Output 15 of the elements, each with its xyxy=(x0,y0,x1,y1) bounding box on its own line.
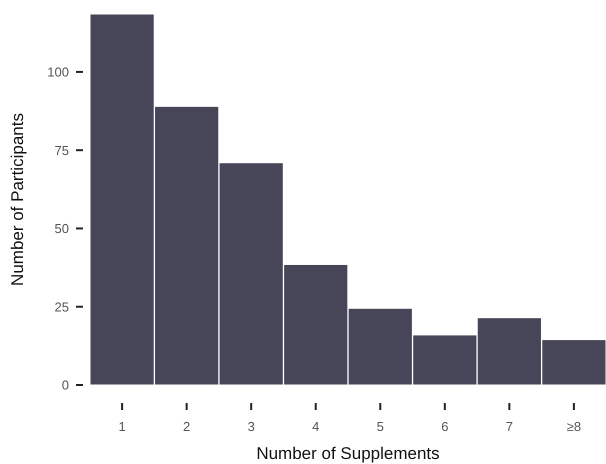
y-axis-title: Number of Participants xyxy=(8,113,27,286)
y-tick-label: 50 xyxy=(54,221,69,236)
x-tick-label: ≥8 xyxy=(566,419,582,434)
x-tick-label: 4 xyxy=(312,419,320,434)
x-tick-label: 2 xyxy=(183,419,190,434)
x-tick-label: 3 xyxy=(248,419,255,434)
x-tick-label: 7 xyxy=(506,419,513,434)
x-axis-title: Number of Supplements xyxy=(256,444,440,463)
x-tick-label: 6 xyxy=(441,419,448,434)
y-tick-label: 25 xyxy=(54,299,69,314)
x-tick-label: 5 xyxy=(376,419,384,434)
x-tick-label: 1 xyxy=(118,419,126,434)
y-tick-label: 75 xyxy=(54,142,69,158)
y-tick-label: 0 xyxy=(62,378,69,393)
y-tick-label: 100 xyxy=(47,64,69,80)
